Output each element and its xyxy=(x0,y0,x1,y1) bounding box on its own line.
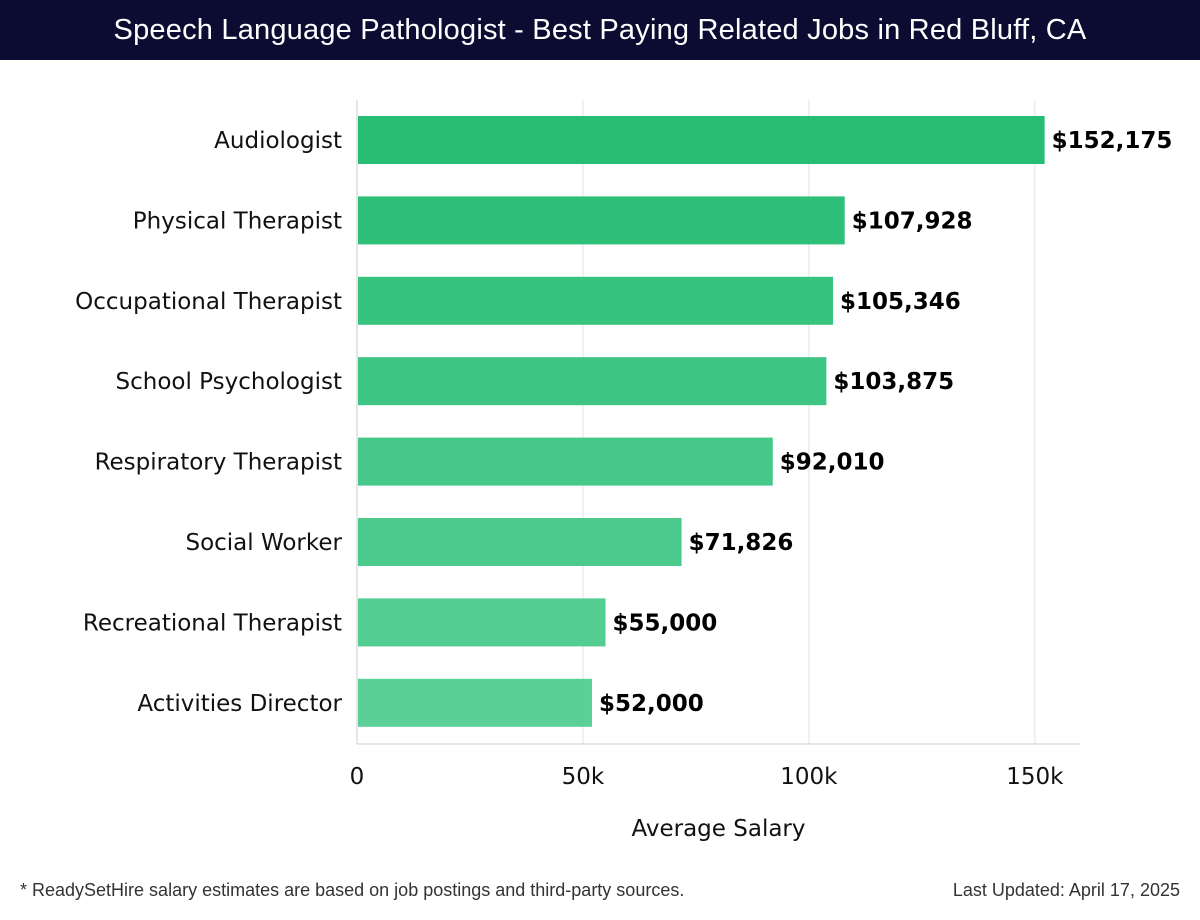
x-axis-title: Average Salary xyxy=(631,816,805,842)
footer-note: * ReadySetHire salary estimates are base… xyxy=(20,880,685,900)
last-updated: Last Updated: April 17, 2025 xyxy=(952,880,1180,900)
category-label: School Psychologist xyxy=(116,369,342,395)
bar-recreational-therapist xyxy=(358,598,606,647)
value-label: $55,000 xyxy=(613,610,718,636)
x-tick-label: 0 xyxy=(350,764,365,790)
x-tick-label: 50k xyxy=(562,764,605,790)
x-tick-label: 100k xyxy=(780,764,838,790)
category-label: Recreational Therapist xyxy=(83,610,342,636)
category-label: Audiologist xyxy=(214,128,342,154)
value-label: $105,346 xyxy=(840,289,961,315)
x-tick-label: 150k xyxy=(1006,764,1064,790)
bar-respiratory-therapist xyxy=(358,437,773,486)
bar-chart: Audiologist $152,175 Physical Therapist $10… xyxy=(75,100,1173,842)
bar-physical-therapist xyxy=(358,196,845,245)
value-label: $107,928 xyxy=(852,208,973,234)
value-label: $152,175 xyxy=(1052,128,1173,154)
category-label: Social Worker xyxy=(185,530,342,556)
value-label: $92,010 xyxy=(780,450,885,476)
value-label: $71,826 xyxy=(689,530,794,556)
bar-school-psychologist xyxy=(358,357,827,406)
bar-social-worker xyxy=(358,518,682,566)
category-label: Physical Therapist xyxy=(133,208,342,234)
category-label: Respiratory Therapist xyxy=(95,450,342,476)
value-label: $52,000 xyxy=(599,691,704,717)
bar-activities-director xyxy=(358,678,592,727)
category-label: Activities Director xyxy=(137,691,342,717)
category-label: Occupational Therapist xyxy=(75,289,342,315)
value-label: $103,875 xyxy=(833,369,954,395)
chart-title: Speech Language Pathologist - Best Payin… xyxy=(0,0,1200,60)
bar-audiologist xyxy=(358,116,1045,164)
bar-occupational-therapist xyxy=(358,276,834,325)
